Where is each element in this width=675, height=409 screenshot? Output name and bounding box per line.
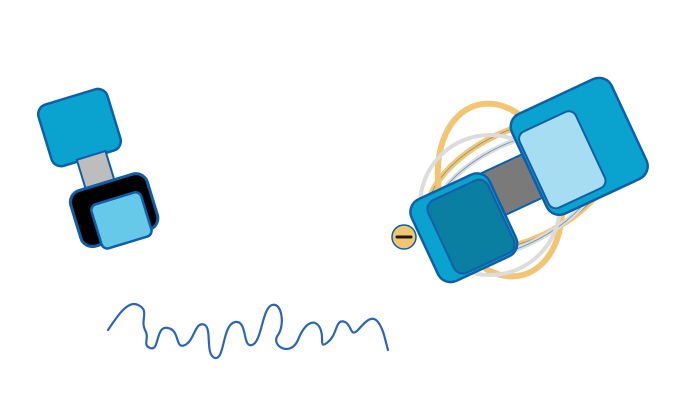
connector-top-block (36, 87, 123, 168)
tangled-cable-connector-icon (391, 76, 649, 284)
connector-head-inset (518, 110, 607, 210)
cable-connector-icon (36, 87, 160, 250)
connector-plug (90, 191, 153, 250)
minus-icon (391, 224, 417, 250)
wavy-line (106, 302, 390, 360)
connector-left-plug-inset (426, 178, 516, 275)
